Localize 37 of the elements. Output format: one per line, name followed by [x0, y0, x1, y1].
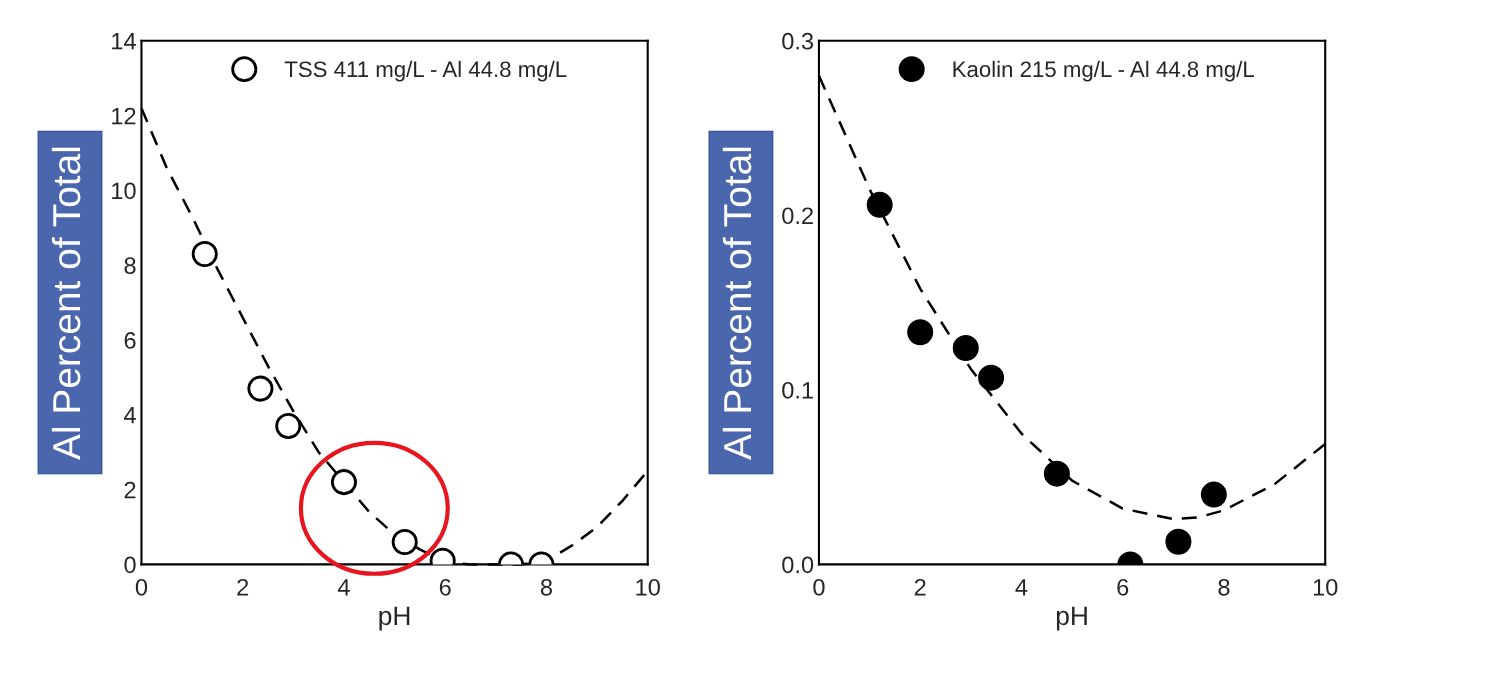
y-tick-label: 12 — [112, 107, 136, 125]
x-axis-title: pH — [1056, 606, 1087, 631]
legend-label: TSS 411 mg/L - Al 44.8 mg/L — [284, 60, 567, 82]
y-tick-label: 0.3 — [782, 32, 814, 50]
y-tick-label: 14 — [112, 33, 136, 50]
point — [866, 191, 893, 218]
y-tick-label: 0.0 — [782, 556, 814, 574]
y-tick-label: 4 — [124, 407, 136, 424]
x-axis-title: pH — [379, 606, 410, 631]
x-tick-label: 8 — [540, 578, 552, 596]
x-tick-label: 0 — [813, 578, 825, 596]
y-tick-label: 0.2 — [782, 207, 813, 225]
x-tick-label: 8 — [1218, 578, 1230, 596]
point — [978, 364, 1005, 391]
point — [1043, 460, 1070, 487]
x-tick-label: 10 — [1313, 578, 1338, 596]
x-tick-label: 2 — [237, 578, 249, 596]
y-tick-label: 8 — [124, 257, 136, 274]
y-tick-label: 6 — [124, 332, 136, 349]
x-tick-label: 4 — [1015, 579, 1028, 596]
legend-label: Kaolin 215 mg/L - Al 44.8 mg/L — [953, 60, 1254, 82]
x-tick-label: 6 — [439, 578, 451, 596]
x-tick-label: 4 — [337, 579, 350, 596]
x-tick-label: 10 — [636, 578, 660, 596]
x-tick-label: 2 — [914, 578, 926, 596]
point — [1165, 528, 1192, 555]
y-tick-label: 0.1 — [782, 381, 813, 399]
y-axis-title: Al Percent of Total — [722, 147, 752, 460]
y-axis-title: Al Percent of Total — [51, 147, 81, 460]
point — [907, 319, 934, 346]
y-tick-label: 0 — [124, 556, 136, 574]
point — [1200, 481, 1227, 508]
x-tick-label: 6 — [1117, 578, 1129, 596]
y-tick-label: 2 — [124, 481, 136, 499]
y-tick-label: 10 — [112, 182, 136, 200]
point — [952, 334, 979, 361]
x-tick-label: 0 — [135, 578, 148, 596]
